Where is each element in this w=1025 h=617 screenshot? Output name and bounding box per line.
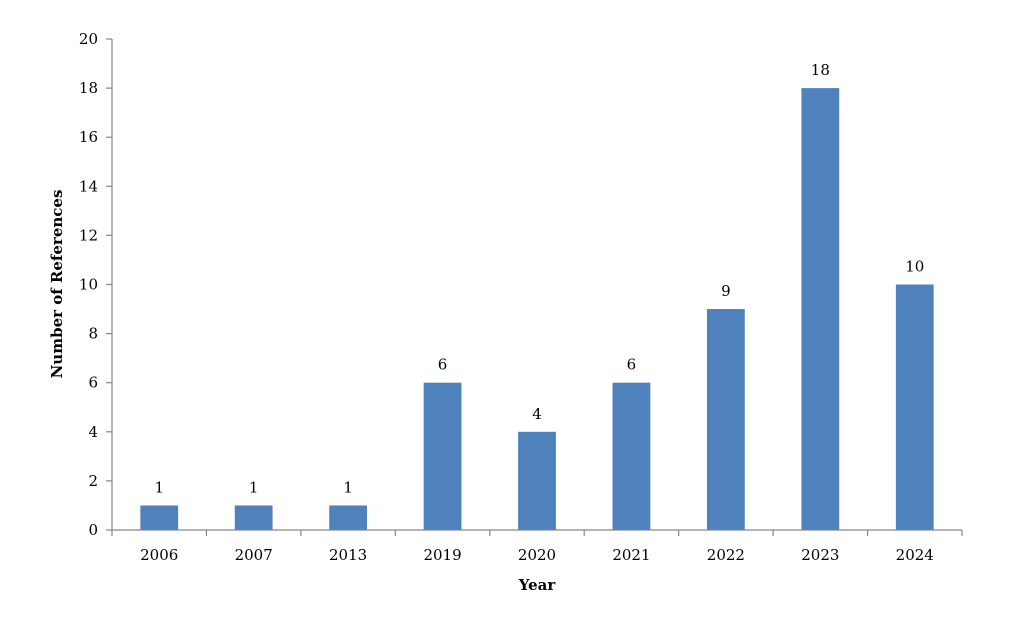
- x-tick-label: 2023: [801, 546, 839, 564]
- data-labels: 1 1 1 6 4 6 9 18 10: [154, 61, 924, 496]
- y-tick-label: 10: [79, 276, 98, 294]
- y-tick-label: 18: [79, 79, 98, 97]
- y-tick-label: 8: [88, 325, 98, 343]
- y-tick-label: 12: [79, 226, 98, 244]
- bar-2021: [612, 382, 651, 530]
- data-label-2013: 1: [343, 478, 353, 496]
- bar-2019: [423, 382, 462, 530]
- x-tick-label: 2006: [140, 546, 178, 564]
- bars: [140, 88, 934, 530]
- x-tick-label: 2020: [518, 546, 556, 564]
- data-label-2022: 9: [721, 282, 731, 300]
- x-tick-label: 2007: [235, 546, 273, 564]
- bar-2007: [234, 505, 273, 530]
- bar-2022: [707, 309, 745, 530]
- y-tick-label: 4: [88, 423, 98, 441]
- bar-2023: [801, 88, 840, 530]
- x-ticks: 2006 2007 2013 2019 2020 2021 2022 2023 2024: [111, 530, 963, 564]
- y-tick-label: 14: [79, 177, 98, 195]
- x-tick-label: 2021: [612, 546, 650, 564]
- y-axis-title: Number of References: [48, 190, 66, 379]
- bar-2020: [518, 431, 556, 530]
- bar-2013: [329, 505, 367, 530]
- data-label-2006: 1: [154, 478, 164, 496]
- y-tick-label: 0: [88, 521, 98, 539]
- x-tick-label: 2019: [423, 546, 461, 564]
- data-label-2020: 4: [532, 405, 542, 423]
- bar-2006: [140, 505, 179, 530]
- x-tick-label: 2013: [329, 546, 367, 564]
- y-tick-label: 2: [88, 472, 98, 490]
- x-tick-label: 2024: [896, 546, 934, 564]
- bar-2024: [895, 284, 934, 530]
- data-label-2023: 18: [811, 61, 830, 79]
- data-label-2021: 6: [627, 356, 637, 374]
- y-tick-label: 16: [79, 128, 98, 146]
- y-ticks: 0 2 4 6 8 10 12 14 16 18 20: [79, 30, 112, 539]
- x-tick-label: 2022: [707, 546, 745, 564]
- y-tick-label: 6: [88, 374, 98, 392]
- y-tick-label: 20: [79, 30, 98, 48]
- x-axis-title: Year: [518, 576, 557, 594]
- data-label-2024: 10: [905, 258, 924, 276]
- data-label-2019: 6: [438, 356, 448, 374]
- data-label-2007: 1: [249, 478, 259, 496]
